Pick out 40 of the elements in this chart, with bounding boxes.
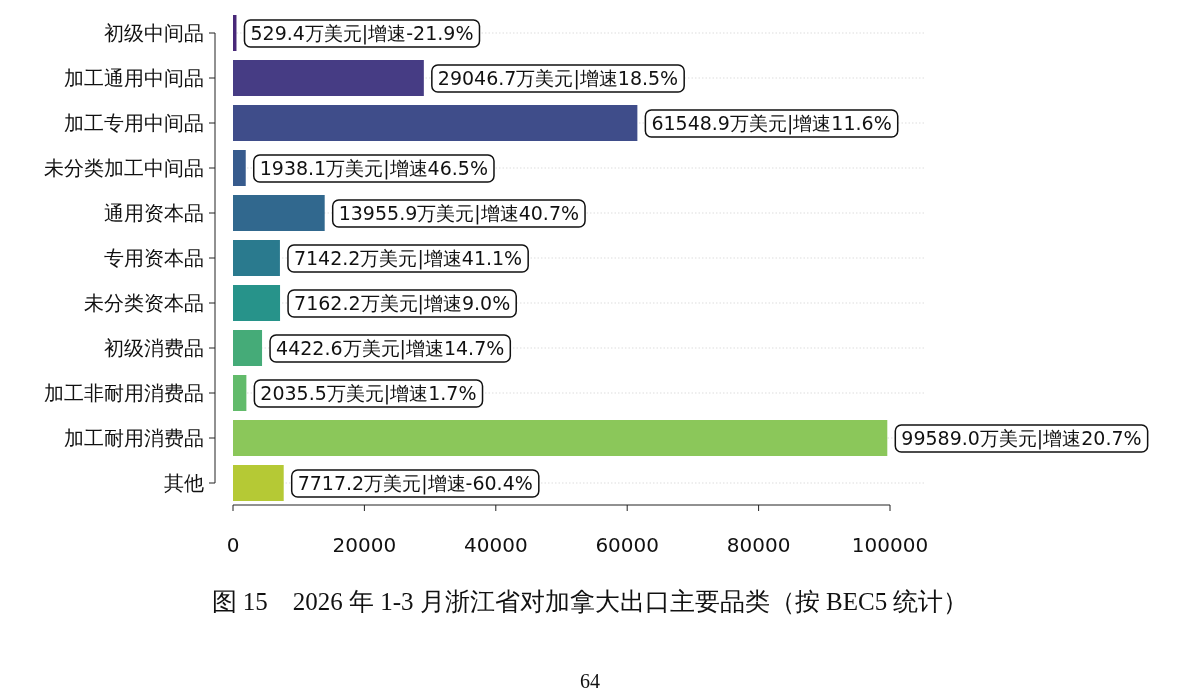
data-label: 7162.2万美元|增速9.0% (294, 292, 511, 315)
data-label: 7717.2万美元|增速-60.4% (297, 472, 533, 495)
x-tick-label: 60000 (595, 533, 660, 557)
y-tick-label: 其他 (164, 471, 204, 495)
y-tick-label: 初级中间品 (104, 21, 204, 45)
data-label: 13955.9万美元|增速40.7% (338, 202, 580, 225)
x-tick-label: 100000 (851, 533, 929, 557)
y-tick-label: 专用资本品 (104, 246, 204, 270)
x-tick-label: 20000 (332, 533, 397, 557)
bar (233, 330, 263, 366)
data-label: 99589.0万美元|增速20.7% (901, 427, 1142, 450)
bar (233, 375, 247, 411)
data-label: 1938.1万美元|增速46.5% (259, 157, 488, 180)
y-tick-label: 未分类资本品 (84, 291, 204, 315)
data-label: 61548.9万美元|增速11.6% (651, 112, 892, 135)
x-tick-label: 80000 (726, 533, 791, 557)
y-tick-label: 加工非耐用消费品 (44, 381, 204, 405)
y-tick-label: 通用资本品 (104, 201, 204, 225)
bar (233, 105, 638, 141)
bar (233, 240, 280, 276)
y-tick-label: 初级消费品 (104, 336, 204, 360)
x-tick-label: 40000 (463, 533, 528, 557)
data-label: 529.4万美元|增速-21.9% (250, 22, 474, 45)
y-tick-label: 未分类加工中间品 (44, 156, 204, 180)
data-label: 2035.5万美元|增速1.7% (260, 382, 477, 405)
x-tick-label: 0 (226, 533, 240, 557)
bar (233, 195, 325, 231)
data-label: 7142.2万美元|增速41.1% (293, 247, 523, 270)
data-label: 4422.6万美元|增速14.7% (276, 337, 505, 360)
data-label: 29046.7万美元|增速18.5% (437, 67, 679, 90)
bar (233, 150, 246, 186)
y-tick-label: 加工耐用消费品 (64, 426, 204, 450)
y-tick-label: 加工专用中间品 (64, 111, 204, 135)
text: 64 (580, 670, 600, 692)
bar (233, 285, 281, 321)
bar (233, 420, 888, 456)
text: 图 15 2026 年 1-3 月浙江省对加拿大出口主要品类（按 BEC5 统计） (211, 588, 969, 615)
bar (233, 465, 284, 501)
y-tick-label: 加工通用中间品 (64, 66, 204, 90)
bar (233, 60, 424, 96)
